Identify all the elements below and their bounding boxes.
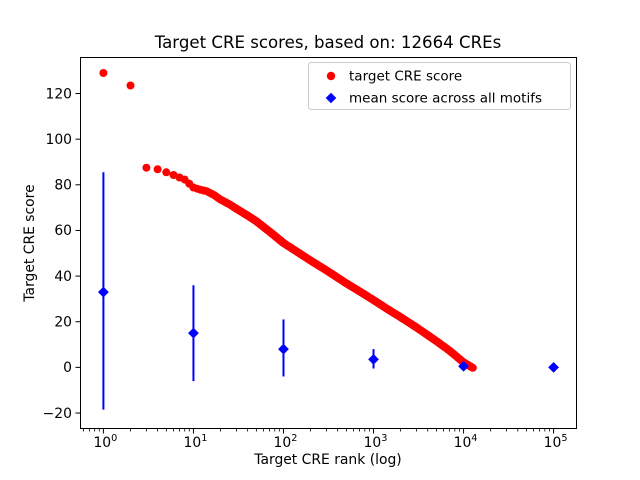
y-tick-label: 120 xyxy=(45,86,72,102)
target-score-point xyxy=(169,171,178,179)
x-tick-label: 103 xyxy=(364,433,388,451)
y-tick-label: 80 xyxy=(54,178,72,194)
y-tick-label: 60 xyxy=(54,223,72,239)
legend: target CRE score mean score across all m… xyxy=(308,62,571,110)
y-tick-label: 100 xyxy=(45,132,72,148)
y-tick-label: 0 xyxy=(63,360,72,376)
y-axis-label: Target CRE score xyxy=(22,184,38,302)
target-score-point xyxy=(142,163,151,172)
mean-score-point xyxy=(548,361,559,373)
plot-area xyxy=(98,69,559,410)
mean-score-point xyxy=(188,327,199,339)
target-score-point xyxy=(468,363,477,372)
mean-score-point xyxy=(368,353,379,365)
legend-label-target-score: target CRE score xyxy=(349,69,462,85)
target-score-point xyxy=(126,81,135,90)
x-tick-label: 100 xyxy=(93,433,117,451)
legend-red-circle-icon xyxy=(326,71,336,81)
legend-label-mean-score: mean score across all motifs xyxy=(349,91,542,107)
mean-score-point xyxy=(458,360,469,372)
x-tick-label: 102 xyxy=(274,433,298,451)
legend-blue-diamond-icon xyxy=(325,92,337,104)
legend-box xyxy=(308,62,571,110)
x-tick-label: 105 xyxy=(544,433,568,451)
y-tick-label: 40 xyxy=(54,269,72,285)
y-tick-label: −20 xyxy=(43,406,72,422)
axes-frame xyxy=(80,57,577,429)
target-score-point xyxy=(99,69,108,77)
x-axis-label: Target CRE rank (log) xyxy=(253,452,401,468)
y-tick-label: 20 xyxy=(54,315,72,331)
target-score-point xyxy=(153,165,162,174)
x-tick-label: 104 xyxy=(454,433,478,451)
mean-score-point xyxy=(98,286,109,298)
target-score-point xyxy=(162,168,171,177)
mean-score-point xyxy=(278,343,289,355)
axis-ticks: 100 101 102 103 104 105 −20 0 20 40 60 80 100 120 xyxy=(43,86,568,451)
chart-title: Target CRE scores, based on: 12664 CREs xyxy=(154,33,501,52)
x-tick-label: 101 xyxy=(184,433,208,451)
